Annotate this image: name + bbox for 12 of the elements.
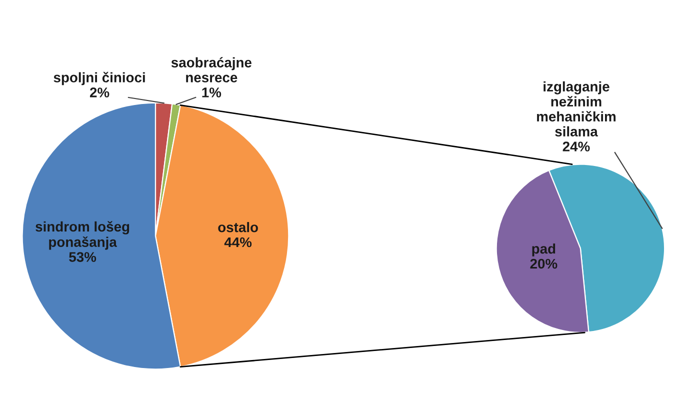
data-label: 24% <box>562 142 590 152</box>
data-label: 20% <box>530 258 558 269</box>
data-label: 44% <box>224 237 252 248</box>
slice-label: spoljni činioci <box>54 72 145 86</box>
slice-label: pad <box>532 243 556 256</box>
slice-label: ostalo <box>218 222 258 232</box>
data-label: 53% <box>69 252 96 262</box>
slice-label: izglaganje nežinim mehaničkim silama <box>537 81 616 136</box>
data-label: 2% <box>90 88 110 98</box>
slice-label: sindrom lošeg ponašanja <box>36 221 130 250</box>
slice-label: saobraćajne nesrece <box>171 57 252 82</box>
data-label: 1% <box>202 88 222 98</box>
